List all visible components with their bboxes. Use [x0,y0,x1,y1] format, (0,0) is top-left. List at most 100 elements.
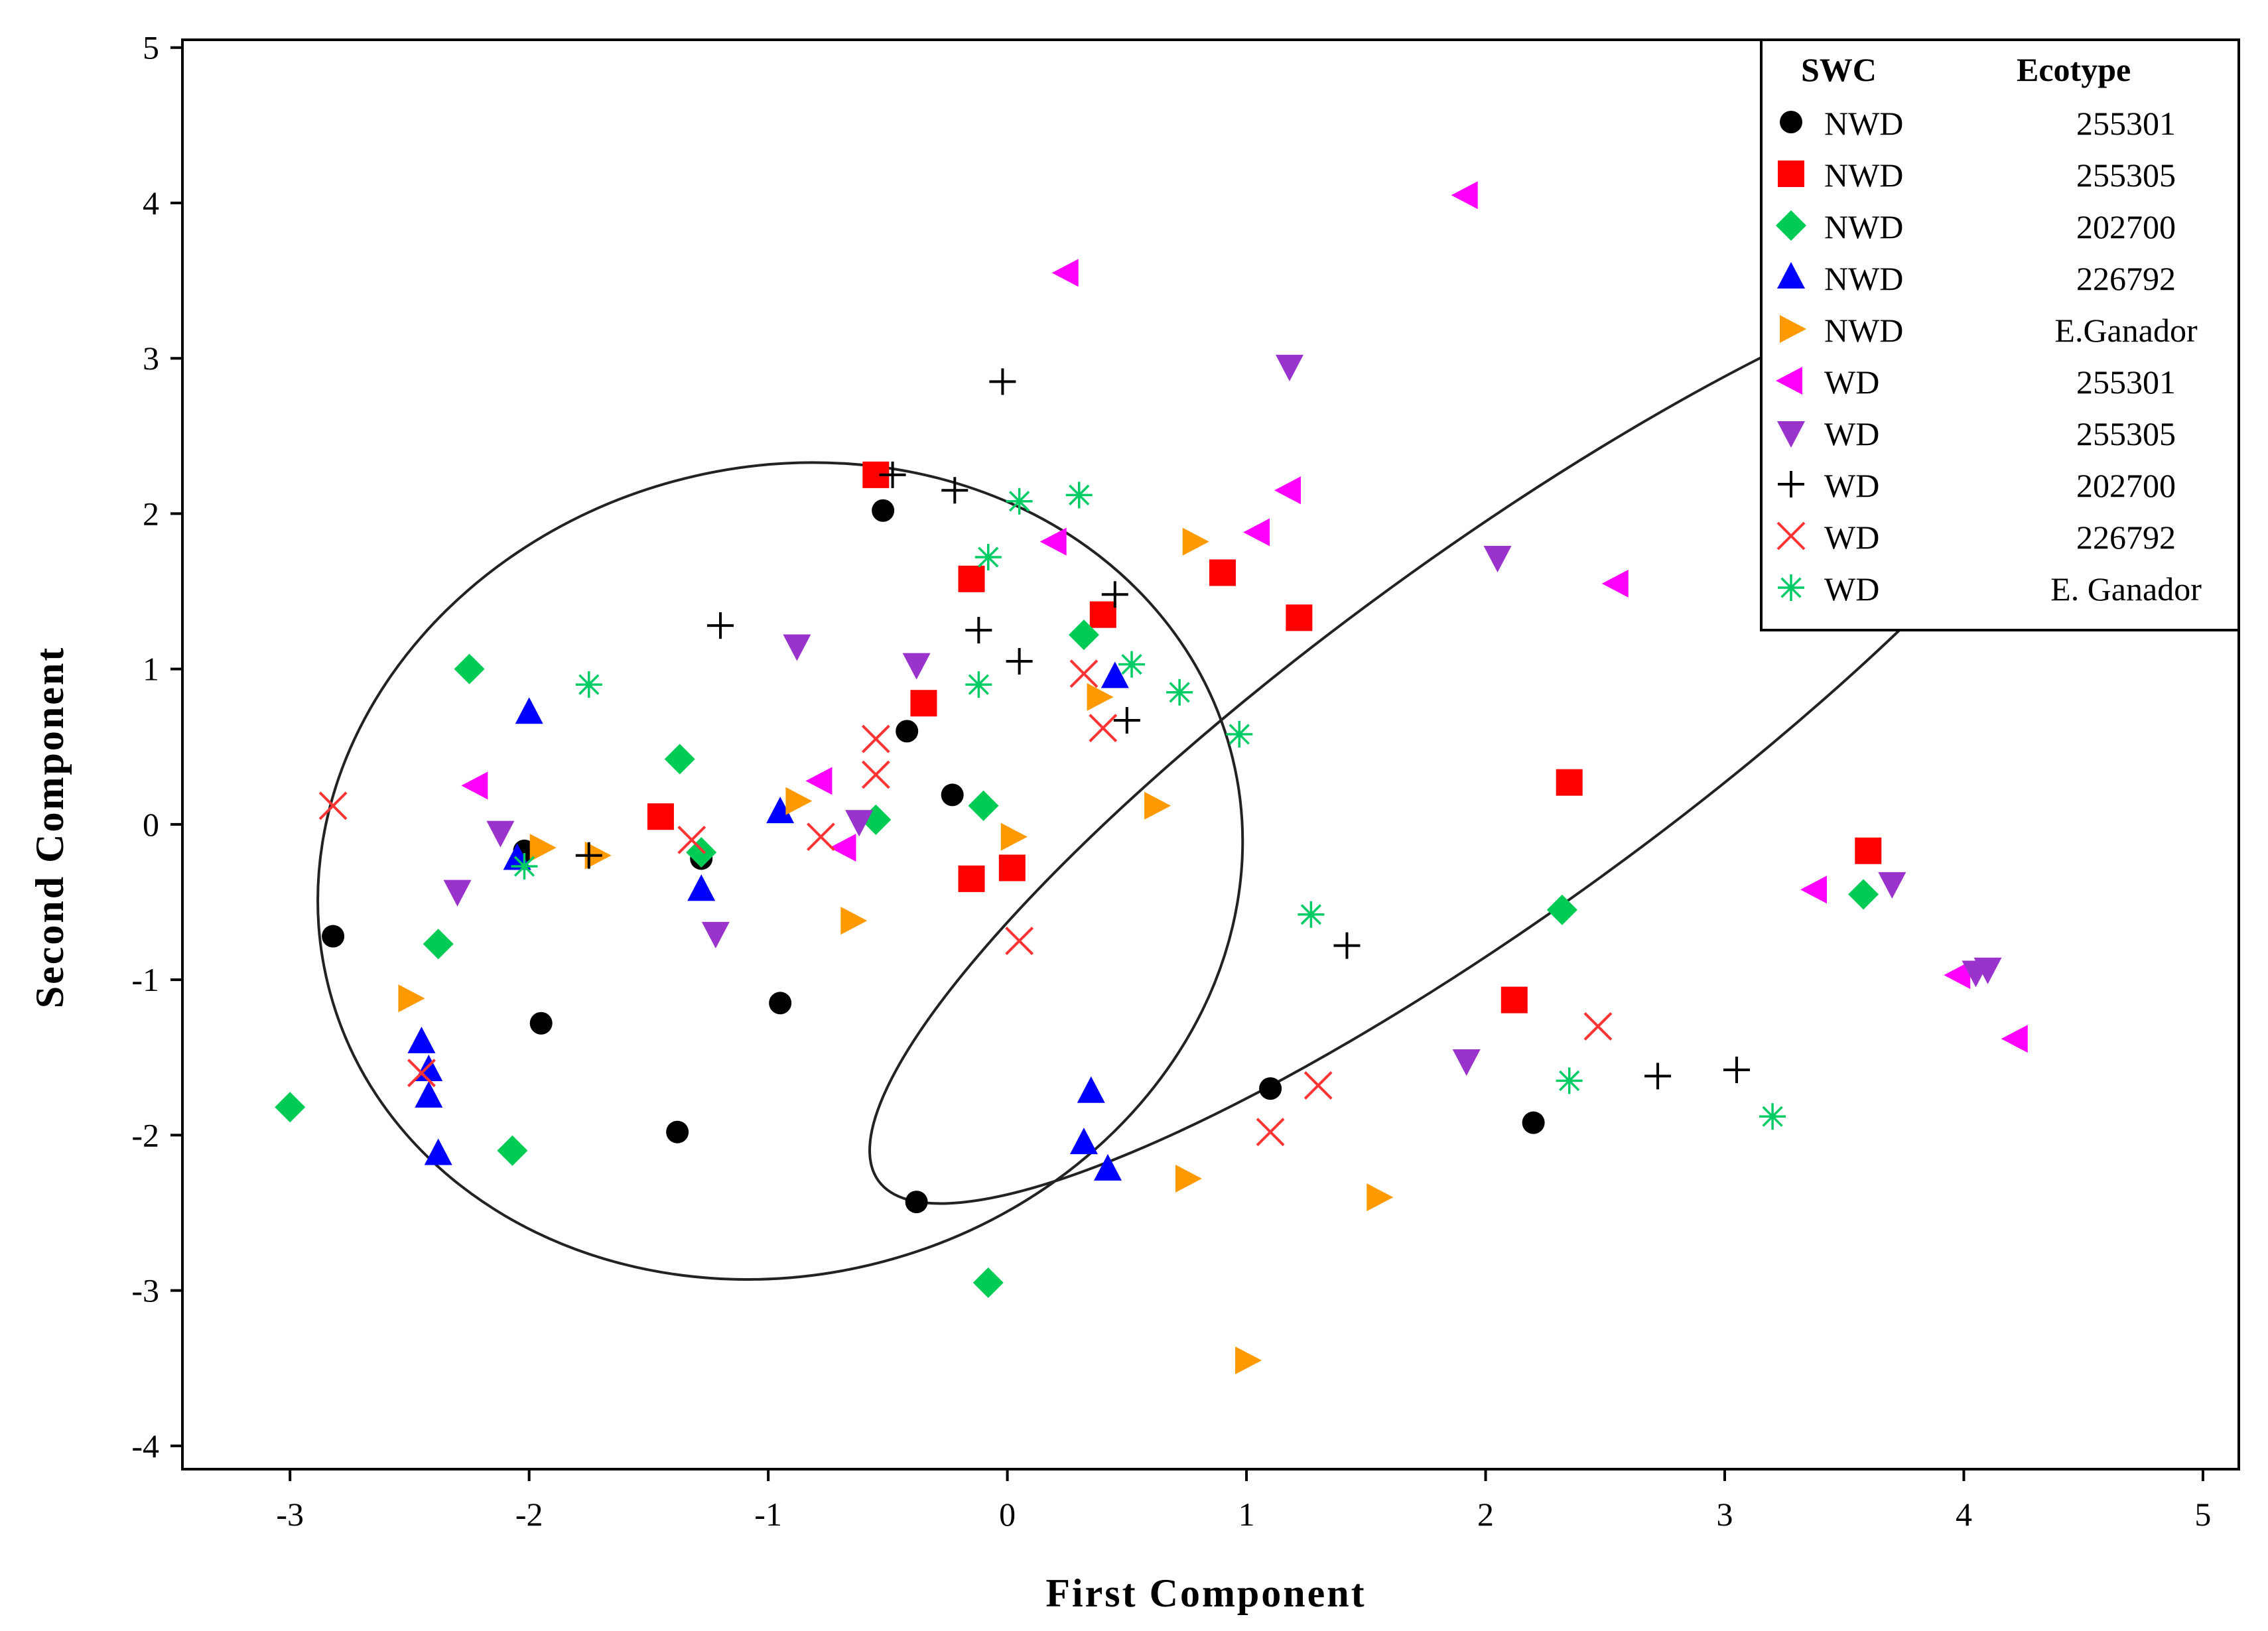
series-4 [398,527,1394,1375]
data-point [1275,354,1303,381]
legend-label-ecotype: 255301 [2076,105,2176,142]
data-point [1333,932,1361,959]
data-point [1087,683,1114,711]
data-point [407,1059,436,1088]
data-point [1118,651,1146,678]
data-point [1226,721,1253,748]
y-tick-label: 0 [143,806,159,843]
legend-label-swc: NWD [1824,312,1903,349]
plot-area-frame [181,38,2240,1470]
legend-label-ecotype: 226792 [2076,519,2176,556]
x-tick-label: 5 [2194,1496,2211,1533]
data-point [1089,714,1118,743]
data-point [1069,1128,1098,1155]
data-point [1000,822,1028,851]
data-point [1583,1012,1613,1041]
data-point [1144,791,1171,820]
data-point [1556,1067,1583,1094]
data-point [497,1135,528,1166]
data-point [958,865,985,892]
x-tick-label: 2 [1477,1496,1494,1533]
data-point [1005,927,1034,956]
data-point [1878,872,1906,899]
legend-label-ecotype: E.Ganador [2054,312,2198,349]
data-point [454,653,485,685]
data-point [910,690,937,717]
legend-label-swc: NWD [1824,260,1903,297]
data-point [322,925,345,948]
legend-label-swc: NWD [1824,208,1903,245]
data-point [829,834,856,862]
legend-marker [1777,421,1805,448]
data-point [1069,659,1099,688]
data-point [666,1120,689,1143]
data-point [398,984,425,1013]
legend-label-swc: WD [1824,415,1879,452]
data-point [686,837,717,868]
legend-marker [1778,471,1804,497]
data-point [840,907,868,935]
y-tick-label: -1 [131,961,159,998]
data-point [965,671,992,698]
legend-marker [1776,367,1802,395]
legend-label-swc: WD [1824,570,1879,608]
data-point [575,842,602,869]
data-point [896,720,919,743]
data-point [677,825,706,854]
legend-header-ecotype: Ecotype [2017,51,2131,88]
x-tick-label: 3 [1717,1496,1733,1533]
data-point [1182,527,1209,556]
data-point [1723,1057,1751,1084]
legend-label-swc: WD [1824,363,1879,401]
data-point [861,760,890,789]
series-8 [318,659,1613,1147]
y-tick-label: 4 [143,184,159,222]
data-point [529,834,557,862]
data-point [1522,1111,1545,1134]
legend-label-ecotype: 255305 [2076,415,2176,452]
data-point [529,1011,553,1035]
data-point [1235,1346,1262,1375]
data-point [707,612,734,639]
series-1 [647,461,1882,1013]
x-tick-label: -3 [276,1496,304,1533]
legend-marker [1780,111,1802,133]
data-point [1065,482,1093,509]
data-point [989,368,1016,395]
x-tick-label: -2 [515,1496,543,1533]
legend-label-swc: WD [1824,467,1879,504]
data-point [1546,894,1577,925]
data-point [1209,559,1236,586]
data-point [1367,1183,1394,1212]
data-point [965,617,992,644]
data-point [1259,1077,1282,1100]
data-point [1848,879,1879,910]
data-point [958,565,985,592]
y-tick-label: 2 [143,495,159,532]
data-point [647,803,674,830]
data-point [1113,706,1140,734]
legend-box [1760,38,2240,631]
legend-marker [1776,521,1806,551]
x-tick-label: 0 [999,1496,1016,1533]
data-point [1644,1063,1672,1090]
data-point [318,791,348,820]
data-point [1175,1164,1202,1193]
data-point [974,544,1002,571]
series-9 [511,482,1786,1130]
data-point [575,671,602,698]
data-point [941,477,968,504]
data-point [1452,1049,1481,1076]
x-tick-label: -1 [754,1496,782,1533]
data-point [769,992,792,1015]
data-point [415,1080,443,1108]
series-2 [275,620,1879,1298]
data-point [1094,1153,1122,1181]
legend-label-swc: NWD [1824,157,1903,194]
data-point [785,787,813,815]
data-point [905,1191,928,1214]
data-point [861,724,890,753]
data-point [1101,661,1129,688]
data-point [275,1092,306,1123]
